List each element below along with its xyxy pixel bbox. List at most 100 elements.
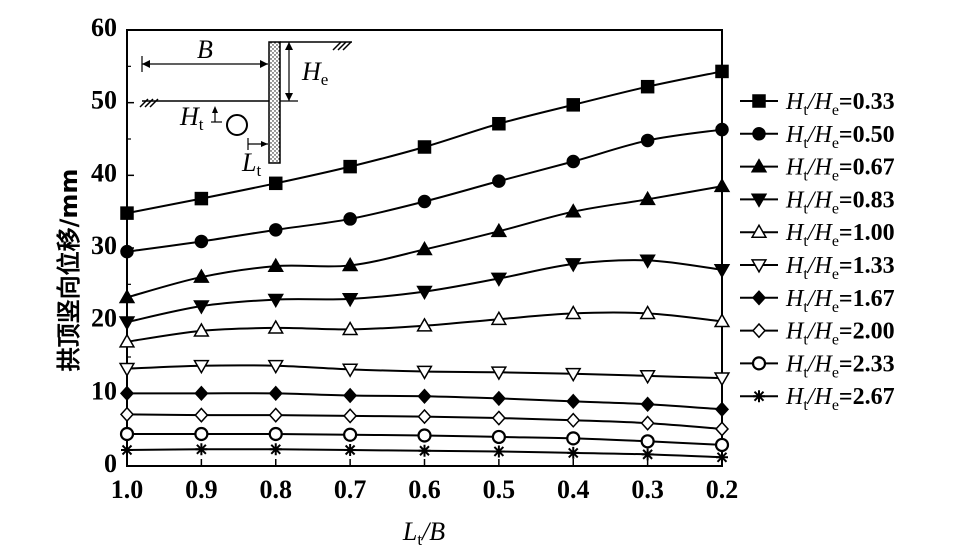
series-2 — [120, 122, 729, 259]
data-point — [343, 387, 358, 404]
data-point — [194, 426, 209, 442]
data-point — [268, 426, 283, 442]
data-point — [491, 390, 506, 407]
legend-item: Ht/He=1.33 — [740, 253, 895, 283]
y-tick-label: 60 — [91, 13, 117, 42]
data-point — [492, 116, 506, 131]
data-point — [416, 241, 433, 256]
inset-ground-top-hatch — [332, 41, 352, 51]
data-point — [119, 385, 135, 402]
data-point — [491, 410, 506, 426]
data-point — [268, 407, 283, 423]
x-tick-label: 0.9 — [185, 475, 218, 504]
x-tick-label: 0.5 — [483, 475, 516, 504]
legend-item: Ht/He=0.50 — [740, 122, 895, 152]
data-point — [118, 333, 136, 348]
data-point — [492, 445, 505, 458]
data-point — [269, 443, 282, 456]
legend: Ht/He=0.33Ht/He=0.50Ht/He=0.67Ht/He=0.83… — [740, 89, 895, 414]
series-9 — [119, 426, 730, 453]
legend-item: Ht/He=0.67 — [740, 155, 895, 185]
data-point — [195, 443, 208, 456]
data-point — [639, 370, 656, 385]
data-point — [566, 98, 580, 112]
legend-label: Ht/He=0.33 — [785, 89, 895, 119]
data-point — [490, 366, 508, 381]
data-point — [752, 94, 766, 108]
legend-label: Ht/He=0.83 — [785, 187, 895, 217]
data-point — [193, 359, 210, 375]
y-tick-label: 40 — [91, 158, 117, 187]
data-point — [267, 359, 284, 375]
data-point — [565, 304, 582, 320]
inset-label-b: B — [197, 35, 213, 64]
data-point — [713, 372, 731, 387]
data-point — [753, 390, 765, 403]
data-point — [269, 176, 283, 191]
x-tick-label: 1.0 — [111, 475, 144, 504]
legend-label: Ht/He=2.00 — [785, 319, 895, 349]
inset-lt-arrow — [261, 141, 268, 147]
data-point — [640, 79, 655, 94]
inset-retaining-wall — [268, 41, 281, 164]
data-point — [418, 444, 431, 457]
data-point — [490, 310, 508, 326]
data-point — [341, 257, 359, 272]
legend-label: Ht/He=0.50 — [785, 122, 895, 152]
data-point — [268, 385, 283, 402]
inset-label-ht: Ht — [179, 102, 204, 134]
data-point — [194, 385, 209, 402]
legend-label: Ht/He=1.67 — [785, 286, 895, 316]
y-tick-label: 50 — [91, 86, 117, 115]
data-point — [566, 154, 580, 169]
x-tick-label: 0.6 — [408, 475, 441, 504]
data-point — [267, 293, 284, 308]
x-tick-label: 0.2 — [706, 475, 739, 504]
data-point — [118, 362, 136, 378]
inset-schematic: B He Ht Lt — [139, 35, 352, 180]
x-tick-label: 0.3 — [631, 475, 664, 504]
series-1 — [120, 64, 729, 220]
inset-ground-bottom-hatch — [139, 98, 159, 108]
x-tick-label: 0.7 — [334, 475, 367, 504]
legend-item: Ht/He=2.33 — [740, 351, 895, 381]
data-point — [639, 254, 656, 269]
x-axis: 1.0 0.9 0.8 0.7 0.6 0.5 0.4 0.3 0.2 — [111, 459, 739, 504]
inset-ht-arrow — [212, 106, 218, 113]
data-point — [714, 437, 730, 453]
data-point — [194, 191, 209, 206]
x-axis-label: Lt/B — [402, 517, 445, 549]
data-point — [713, 312, 731, 328]
data-point — [267, 319, 284, 334]
data-point — [193, 322, 210, 337]
inset-label-he: He — [301, 57, 328, 89]
series-layer — [118, 64, 731, 464]
data-point — [119, 406, 135, 423]
legend-label: Ht/He=0.67 — [785, 155, 895, 185]
x-tick-label: 0.8 — [260, 475, 293, 504]
data-point — [343, 408, 358, 424]
data-point — [267, 257, 284, 273]
series-10 — [121, 443, 728, 464]
data-point — [269, 223, 283, 237]
data-point — [490, 222, 508, 238]
legend-label: Ht/He=2.67 — [785, 384, 895, 414]
data-point — [417, 428, 432, 443]
data-point — [416, 365, 433, 380]
inset-he-arrow-top — [285, 42, 293, 50]
data-point — [751, 356, 767, 371]
data-point — [640, 415, 655, 431]
legend-item: Ht/He=1.67 — [740, 286, 895, 316]
data-point — [118, 316, 136, 331]
inset-tunnel — [226, 114, 248, 136]
data-point — [750, 158, 768, 173]
data-point — [194, 407, 209, 423]
data-point — [565, 367, 582, 383]
data-point — [193, 268, 210, 283]
data-point — [750, 259, 768, 274]
data-point — [121, 444, 133, 457]
legend-item: Ht/He=0.33 — [740, 89, 895, 119]
data-point — [193, 300, 210, 315]
y-tick-label: 0 — [104, 449, 117, 478]
